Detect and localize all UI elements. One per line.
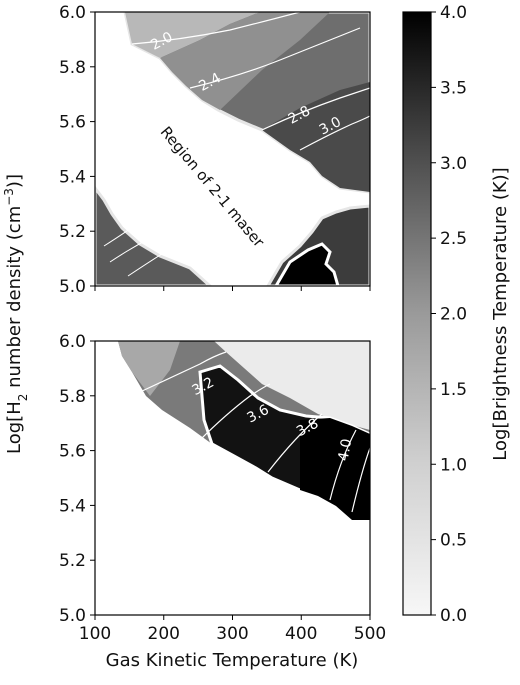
y-axis-label: Log[H2 number density (cm−3)] xyxy=(2,174,30,454)
contour-line xyxy=(139,351,227,393)
bottom-y-ticks: 5.0 5.2 5.4 5.6 5.8 6.0 xyxy=(59,332,95,626)
bottom-heatmap xyxy=(95,341,370,615)
y-label-superscript: −3 xyxy=(2,188,16,206)
contour-line xyxy=(189,27,361,89)
y-tick-label: 5.4 xyxy=(59,167,86,187)
y-tick-label: 6.0 xyxy=(59,332,86,352)
contour-line xyxy=(329,429,357,501)
contour-line xyxy=(267,413,323,473)
top-y-ticks: 5.0 5.2 5.4 5.6 5.8 6.0 xyxy=(59,3,95,297)
contour-line xyxy=(131,12,301,45)
colorbar-tick-label: 1.0 xyxy=(440,455,467,475)
contour-label: 4.0 xyxy=(336,438,356,463)
x-tick-label: 300 xyxy=(216,624,248,644)
y-tick-label: 5.2 xyxy=(59,551,86,571)
y-tick-label: 5.6 xyxy=(59,113,86,133)
colorbar-tick-label: 3.0 xyxy=(440,154,467,174)
upper-band-dark xyxy=(262,82,370,192)
contour-line xyxy=(109,237,151,263)
y-tick-label: 5.8 xyxy=(59,387,86,407)
colorbar-tick-label: 2.0 xyxy=(440,305,467,325)
colorbar-tick-label: 3.5 xyxy=(440,78,467,98)
top-heatmap xyxy=(95,12,370,286)
colorbar-tick-label: 1.5 xyxy=(440,380,467,400)
y-label-suffix: )] xyxy=(4,174,25,188)
contour-line xyxy=(127,249,169,277)
y-tick-label: 5.8 xyxy=(59,58,86,78)
colorbar-label: Log[Brightness Temperature (K)] xyxy=(490,167,511,460)
contour-line xyxy=(299,115,370,151)
x-tick-label: 200 xyxy=(148,624,180,644)
contour-line xyxy=(103,221,141,247)
contour-line xyxy=(351,447,370,513)
lower-left-region xyxy=(95,185,213,286)
bottom-panel: 3.23.63.84.0 5.05.25.45.65.86.0 100 200 30… xyxy=(59,332,386,644)
gray-band-light xyxy=(118,341,180,396)
x-tick-label: 500 xyxy=(354,624,386,644)
upper-band-inner-light xyxy=(125,12,260,58)
contour-line xyxy=(199,383,271,441)
colorbar-tick-label: 0.5 xyxy=(440,531,467,551)
colorbar-tick-label: 0.0 xyxy=(440,606,467,626)
bottom-x-ticks: 100 200 300 400 500 xyxy=(79,615,386,644)
y-label-subscript: 2 xyxy=(16,394,30,402)
colorbar-tick-label: 4.0 xyxy=(440,3,467,23)
upper-right-plateau xyxy=(214,341,370,430)
y-tick-label: 5.4 xyxy=(59,496,86,516)
y-label-prefix: Log[H xyxy=(4,401,25,454)
colorbar: 0.0 0.5 1.0 1.5 2.0 2.5 3.0 3.5 4.0 Log[Brightne… xyxy=(402,3,511,626)
y-tick-label: 5.0 xyxy=(59,606,86,626)
top-panel: 2.02.42.8 3.0 Region of 2-1 maser 5.05.25… xyxy=(59,3,371,297)
lower-right-black xyxy=(274,242,340,286)
x-tick-label: 100 xyxy=(79,624,111,644)
y-tick-label: 6.0 xyxy=(59,3,86,23)
y-tick-label: 5.6 xyxy=(59,442,86,462)
top-x-tick-marks xyxy=(94,286,371,291)
y-label-mid: number density (cm xyxy=(4,206,25,394)
colorbar-tick-label: 2.5 xyxy=(440,229,467,249)
colorbar-ticks: 0.0 0.5 1.0 1.5 2.0 2.5 3.0 3.5 4.0 xyxy=(431,3,467,626)
contour-line xyxy=(261,87,370,131)
black-region-core xyxy=(300,418,370,520)
y-tick-label: 5.2 xyxy=(59,222,86,242)
y-tick-label: 5.0 xyxy=(59,277,86,297)
x-tick-label: 400 xyxy=(285,624,317,644)
x-axis-label: Gas Kinetic Temperature (K) xyxy=(106,650,359,671)
colorbar-gradient xyxy=(402,11,432,616)
